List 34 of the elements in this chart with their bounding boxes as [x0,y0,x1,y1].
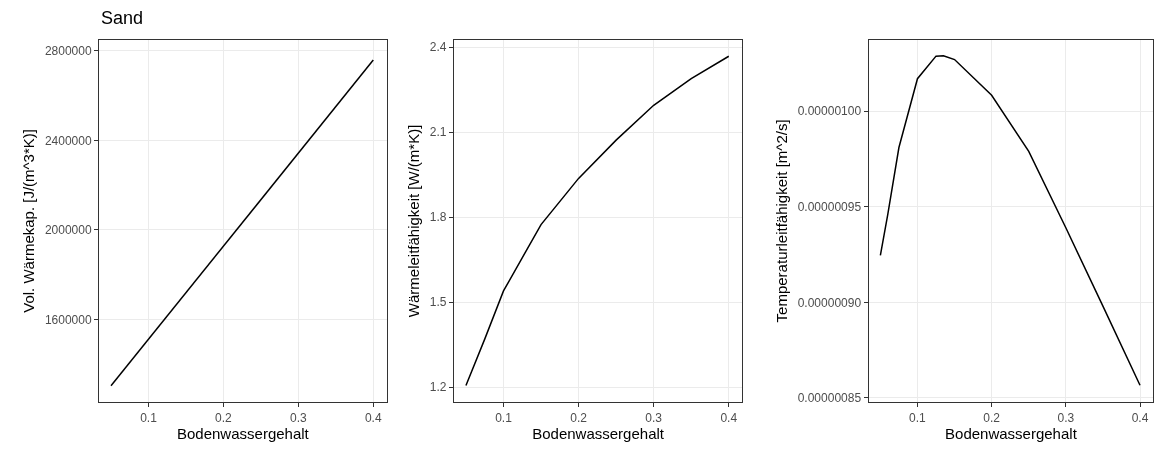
y-tick-label: 0.00000100 [797,104,862,119]
y-tick-label: 2.1 [429,125,447,140]
x-axis-title: Bodenwassergehalt [177,424,310,442]
y-tick-label: 1600000 [44,312,92,327]
x-axis-title: Bodenwassergehalt [532,424,665,442]
y-tick-label: 0.00000090 [797,295,862,310]
x-tick-label: 0.3 [1057,410,1075,425]
x-tick-label: 0.1 [909,410,927,425]
x-tick-label: 0.3 [645,410,663,425]
y-tick-label: 2400000 [44,133,92,148]
y-tick-label: 1.8 [429,210,447,225]
y-tick-label: 2000000 [44,223,92,238]
y-tick-label: 1.2 [429,380,447,395]
x-tick-label: 0.4 [364,410,382,425]
x-tick-label: 0.2 [215,410,233,425]
y-axis-title: Temperaturleitfähigkeit [m^2/s] [772,119,790,323]
y-tick-label: 2800000 [44,44,92,59]
x-tick-label: 0.2 [983,410,1001,425]
y-tick-label: 1.5 [429,295,447,310]
y-tick-label: 0.00000085 [797,391,862,406]
x-tick-label: 0.2 [570,410,588,425]
y-axis-title: Wärmeleitfähigkeit [W/(m*K)] [405,124,423,318]
x-tick-label: 0.1 [140,410,158,425]
chart-title: Sand [101,8,144,28]
x-tick-label: 0.4 [720,410,738,425]
y-tick-label: 0.00000095 [797,199,862,214]
x-axis-title: Bodenwassergehalt [945,424,1078,442]
y-axis-title: Vol. Wärmekap. [J/(m^3*K)] [20,129,38,313]
line-series [879,55,1141,387]
y-tick-label: 2.4 [429,40,447,55]
line-series [465,55,730,387]
x-tick-label: 0.1 [495,410,513,425]
x-tick-label: 0.4 [1131,410,1149,425]
x-tick-label: 0.3 [290,410,308,425]
